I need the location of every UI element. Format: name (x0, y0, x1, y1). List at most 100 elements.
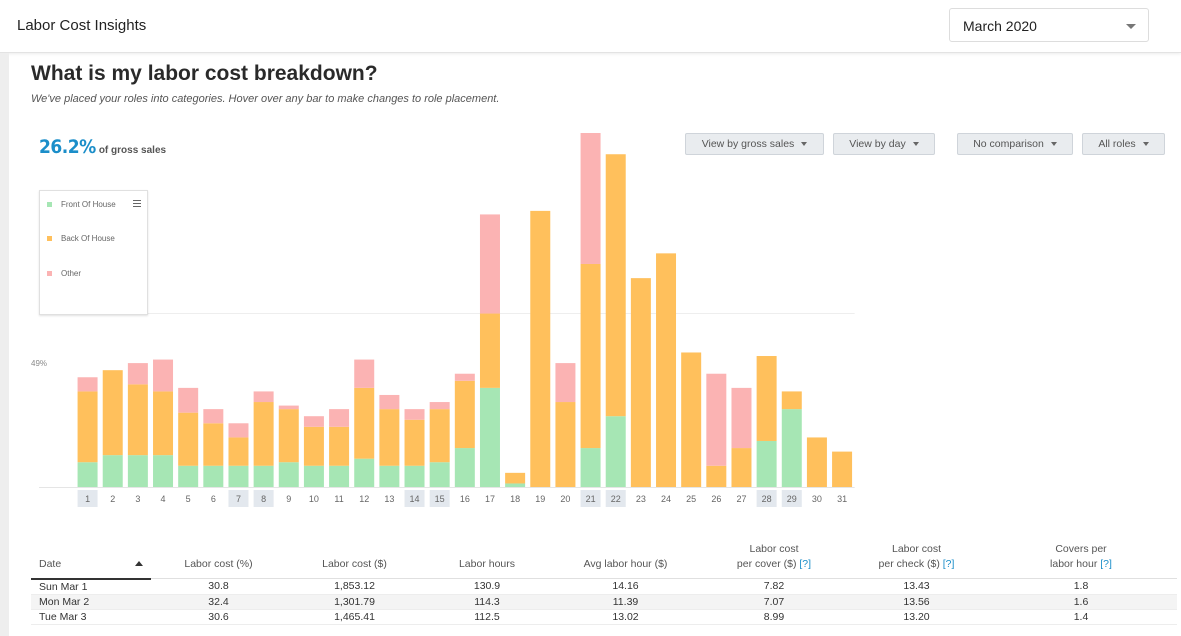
bar-segment[interactable] (656, 253, 677, 487)
bar-segment[interactable] (731, 387, 752, 449)
column-header-avg-labor-hour[interactable]: Avg labor hour ($) (551, 542, 700, 579)
bar-segment[interactable] (530, 210, 551, 487)
bar-segment[interactable] (605, 154, 626, 417)
bar-segment[interactable] (379, 394, 400, 410)
legend-item-other[interactable]: Other (47, 269, 81, 278)
bar-segment[interactable] (228, 437, 249, 466)
bar-segment[interactable] (756, 440, 777, 487)
column-header-labor-cost-dollars[interactable]: Labor cost ($) (286, 542, 423, 579)
bar-segment[interactable] (731, 448, 752, 487)
column-header-labor-hours[interactable]: Labor hours (423, 542, 551, 579)
roles-dropdown[interactable]: All roles (1082, 133, 1165, 155)
bar-segment[interactable] (379, 465, 400, 487)
bar-segment[interactable] (429, 402, 450, 410)
bar-segment[interactable] (153, 391, 174, 456)
bar-segment[interactable] (832, 451, 853, 487)
bar-segment[interactable] (756, 356, 777, 441)
bar-segment[interactable] (329, 465, 350, 487)
bar-segment[interactable] (77, 377, 98, 392)
bar-segment[interactable] (429, 462, 450, 487)
bar-segment[interactable] (479, 313, 500, 388)
column-header-cost-per-check[interactable]: Labor cost per check ($) [?] (848, 542, 985, 579)
legend-item-back-of-house[interactable]: Back Of House (47, 234, 115, 243)
bar-segment[interactable] (429, 409, 450, 463)
bar-segment[interactable] (278, 405, 299, 410)
legend-item-front-of-house[interactable]: Front Of House (47, 200, 116, 209)
help-link[interactable]: [?] (942, 558, 955, 570)
bar-segment[interactable] (505, 472, 526, 484)
x-tick-label: 30 (812, 494, 822, 504)
view-by-gross-sales-dropdown[interactable]: View by gross sales (685, 133, 824, 155)
bar-segment[interactable] (505, 483, 526, 487)
bar-segment[interactable] (203, 423, 224, 466)
bar-segment[interactable] (102, 370, 123, 456)
table-row[interactable]: Sun Mar 1 30.8 1,853.12 130.9 14.16 7.82 13.43… (31, 578, 1177, 595)
bar-segment[interactable] (706, 373, 727, 466)
bar-segment[interactable] (278, 409, 299, 463)
bar-segment[interactable] (178, 412, 199, 466)
bar-segment[interactable] (555, 402, 576, 487)
bar-segment[interactable] (454, 380, 475, 449)
bar-segment[interactable] (253, 402, 274, 466)
bar-segment[interactable] (580, 448, 601, 487)
column-header-labor-cost-pct[interactable]: Labor cost (%) (151, 542, 286, 579)
bar-segment[interactable] (404, 465, 425, 487)
bar-segment[interactable] (102, 455, 123, 487)
bar-segment[interactable] (228, 465, 249, 487)
menu-icon[interactable] (133, 200, 141, 209)
bar-segment[interactable] (178, 387, 199, 413)
bar-segment[interactable] (127, 455, 148, 487)
bar-segment[interactable] (153, 359, 174, 392)
bar-segment[interactable] (303, 426, 324, 466)
bar-segment[interactable] (580, 263, 601, 449)
bar-segment[interactable] (454, 448, 475, 487)
bar-segment[interactable] (203, 409, 224, 424)
column-header-covers-per-hour[interactable]: Covers per labor hour [?] (985, 542, 1177, 579)
bar-segment[interactable] (203, 465, 224, 487)
bar-segment[interactable] (228, 423, 249, 438)
bar-segment[interactable] (329, 409, 350, 427)
bar-segment[interactable] (681, 352, 702, 487)
comparison-dropdown[interactable]: No comparison (957, 133, 1073, 155)
help-link[interactable]: [?] (1100, 558, 1112, 570)
bar-segment[interactable] (303, 465, 324, 487)
bar-segment[interactable] (404, 419, 425, 466)
bar-segment[interactable] (278, 462, 299, 487)
bar-segment[interactable] (354, 458, 375, 487)
help-link[interactable]: [?] (799, 558, 812, 570)
bar-segment[interactable] (781, 391, 802, 410)
bar-segment[interactable] (454, 373, 475, 381)
legend-label: Other (61, 269, 82, 278)
bar-segment[interactable] (706, 465, 727, 487)
bar-segment[interactable] (580, 133, 601, 264)
bar-segment[interactable] (555, 363, 576, 403)
month-select[interactable]: March 2020 (949, 8, 1149, 42)
sort-ascending-icon[interactable] (135, 560, 143, 566)
bar-segment[interactable] (303, 416, 324, 427)
bar-segment[interactable] (178, 465, 199, 487)
bar-segment[interactable] (253, 465, 274, 487)
bar-segment[interactable] (77, 462, 98, 487)
bar-segment[interactable] (379, 409, 400, 466)
bar-segment[interactable] (605, 416, 626, 487)
day-highlight (253, 490, 274, 507)
bar-segment[interactable] (77, 391, 98, 463)
bar-segment[interactable] (253, 391, 274, 403)
table-row[interactable]: Mon Mar 2 32.4 1,301.79 114.3 11.39 7.07 13.56… (31, 594, 1177, 610)
table-row[interactable]: Tue Mar 3 30.6 1,465.41 112.5 13.02 8.99 13.20… (31, 609, 1177, 625)
bar-segment[interactable] (127, 384, 148, 456)
bar-segment[interactable] (127, 363, 148, 385)
bar-segment[interactable] (630, 278, 651, 487)
bar-segment[interactable] (329, 426, 350, 466)
bar-segment[interactable] (354, 359, 375, 388)
bar-segment[interactable] (153, 455, 174, 487)
column-header-date[interactable]: Date (31, 542, 151, 580)
bar-segment[interactable] (806, 437, 827, 487)
view-by-day-dropdown[interactable]: View by day (833, 133, 935, 155)
bar-segment[interactable] (479, 387, 500, 487)
bar-segment[interactable] (781, 409, 802, 487)
column-header-cost-per-cover[interactable]: Labor cost per cover ($) [?] (700, 542, 848, 579)
bar-segment[interactable] (404, 409, 425, 420)
bar-segment[interactable] (354, 387, 375, 459)
bar-segment[interactable] (479, 214, 500, 314)
